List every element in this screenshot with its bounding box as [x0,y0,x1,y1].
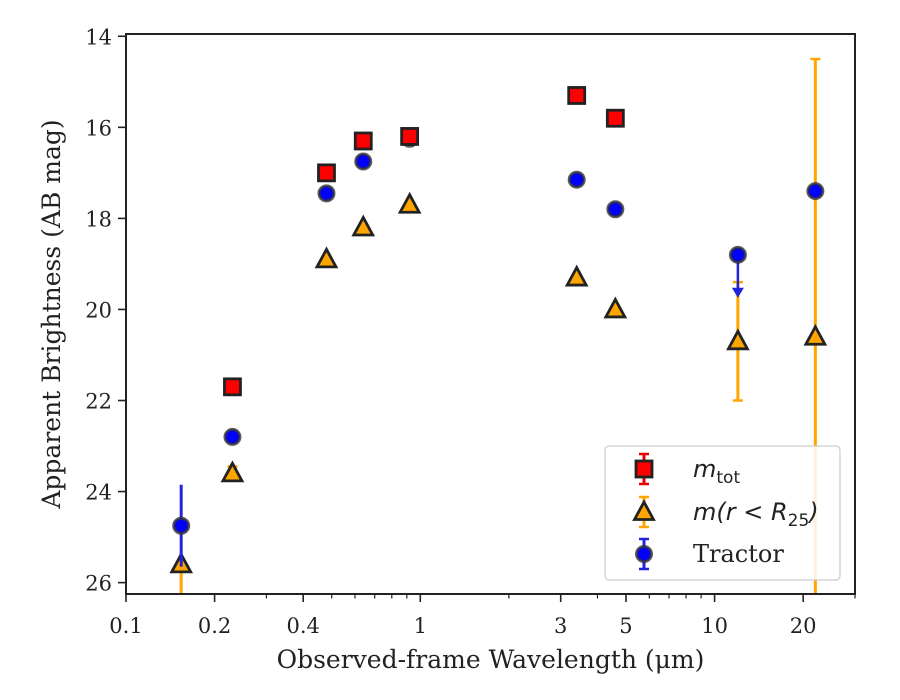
tractor-point [172,516,191,535]
mtot-point [567,86,587,105]
x-axis-label: Observed-frame Wavelength (μm) [277,645,705,674]
tractor-point [728,245,747,264]
x-tick-label: 20 [790,614,817,638]
y-tick-label: 18 [85,207,112,231]
x-tick-label: 10 [701,614,728,638]
mr25-point [351,214,376,237]
mtot-point [353,131,373,151]
data-series [169,57,828,594]
mr25-point [314,246,339,269]
tractor-point [606,200,625,219]
legend-marker-mtot [634,459,654,479]
tractor-point [567,170,586,189]
mr25-point [220,460,245,483]
mtot-point [223,377,242,397]
tractor-upper-limit-arrow [731,287,744,298]
tractor-point [317,184,336,203]
x-tick-label: 1 [414,614,427,638]
mr25-point [603,296,628,319]
mr25-point [564,264,589,287]
x-tick-label: 0.1 [109,614,142,638]
mtot-point [317,163,336,183]
plot-frame [125,33,856,595]
y-tick-label: 24 [85,481,112,505]
series-tractor [172,129,825,567]
legend-marker-mr25 [632,499,656,521]
mr25-point [726,328,750,351]
legend: mtot m(r < R25) Tractor [604,445,841,581]
y-axis-label: Apparent Brightness (AB mag) [37,119,66,509]
mr25-point [397,191,422,214]
x-tick-label: 0.2 [198,614,231,638]
legend-label-mr25: m(r < R25) [693,498,819,531]
tractor-point [223,427,242,446]
y-tick-label: 20 [85,298,112,322]
series-mtot [223,86,625,397]
x-tick-label: 3 [554,614,567,638]
mtot-point [400,127,420,146]
mtot-point [605,108,625,128]
legend-label-tractor: Tractor [693,540,784,568]
mr25-point [803,323,828,346]
legend-marker-tractor [635,545,653,563]
legend-label-mtot: mtot [693,455,740,488]
legend-box [604,445,841,581]
x-tick-label: 5 [619,614,632,638]
x-tick-label: 0.4 [286,614,319,638]
tractor-point [806,182,825,201]
axes-ticks: 0.1 0.2 0.4 1 3 5 10 20 14 16 18 20 22 24 26 [85,25,856,638]
y-tick-label: 14 [85,25,112,49]
y-tick-label: 22 [85,390,112,414]
y-tick-label: 26 [85,572,112,596]
tractor-point [354,152,373,171]
y-tick-label: 16 [85,116,112,140]
